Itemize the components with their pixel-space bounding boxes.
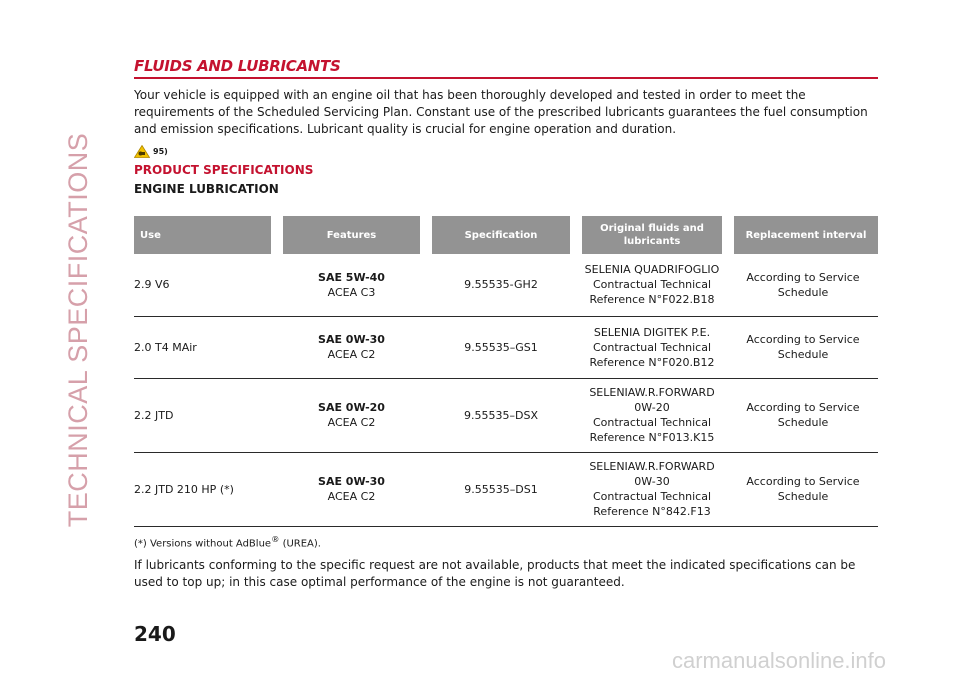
- intro-paragraph: Your vehicle is equipped with an engine …: [134, 88, 868, 136]
- cell-interval: According to Service Schedule: [728, 316, 878, 379]
- warning-triangle-icon: [134, 144, 150, 158]
- fluid-line: SELENIA DIGITEK P.E.: [593, 325, 711, 339]
- fluid-line: Reference N°F020.B12: [589, 355, 715, 369]
- cell-use: 2.2 JTD: [134, 378, 277, 453]
- viscosity-grade: SAE 0W-30: [318, 333, 385, 346]
- cell-specification: 9.55535-GH2: [426, 254, 576, 317]
- interval-line: Schedule: [777, 285, 829, 299]
- table-row: 2.2 JTD 210 HP (*) SAE 0W-30 ACEA C2 9.5…: [134, 452, 878, 527]
- cell-fluid: SELENIAW.R.FORWARD 0W-20 Contractual Tec…: [576, 378, 728, 453]
- main-content: FLUIDS AND LUBRICANTS Your vehicle is eq…: [134, 56, 878, 591]
- fluid-line: Reference N°F013.K15: [589, 431, 715, 444]
- table-header-row: Use Features Specification Original flui…: [134, 216, 878, 254]
- cell-specification: 9.55535–DS1: [426, 452, 576, 527]
- lubricant-table: Use Features Specification Original flui…: [134, 216, 878, 527]
- interval-line: Schedule: [777, 416, 829, 429]
- cell-features: SAE 0W-30 ACEA C2: [277, 452, 426, 527]
- viscosity-grade: SAE 0W-20: [318, 401, 385, 414]
- availability-note: If lubricants conforming to the specific…: [134, 557, 856, 589]
- engine-lubrication-heading: ENGINE LUBRICATION: [134, 182, 279, 196]
- interval-line: Schedule: [777, 490, 829, 503]
- interval-line: According to Service: [746, 475, 860, 488]
- table-row: 2.2 JTD SAE 0W-20 ACEA C2 9.55535–DSX SE…: [134, 378, 878, 453]
- acea-class: ACEA C2: [327, 490, 376, 503]
- cell-fluid: SELENIA DIGITEK P.E. Contractual Technic…: [576, 316, 728, 379]
- header-original-fluids: Original fluids and lubricants: [570, 216, 728, 254]
- interval-line: According to Service: [746, 333, 860, 346]
- cell-fluid: SELENIAW.R.FORWARD 0W-30 Contractual Tec…: [576, 452, 728, 527]
- fluid-line: Reference N°842.F13: [593, 505, 711, 518]
- acea-class: ACEA C2: [327, 416, 376, 429]
- cell-interval: According to Service Schedule: [728, 452, 878, 527]
- fluid-line: Contractual Technical: [592, 490, 712, 503]
- header-replacement-interval: Replacement interval: [722, 216, 878, 254]
- cell-fluid: SELENIA QUADRIFOGLIO Contractual Technic…: [576, 254, 728, 317]
- cell-use: 2.0 T4 MAir: [134, 316, 277, 379]
- footnote-text: (*) Versions without AdBlue: [134, 537, 272, 549]
- interval-line: According to Service: [746, 401, 860, 414]
- footnote-text-end: (UREA).: [279, 537, 321, 549]
- cell-features: SAE 5W-40 ACEA C3: [277, 254, 426, 317]
- cell-use: 2.9 V6: [134, 254, 277, 317]
- watermark: carmanualsonline.info: [672, 648, 887, 673]
- cell-specification: 9.55535–GS1: [426, 316, 576, 379]
- registered-mark: ®: [271, 533, 280, 544]
- fluid-line: SELENIAW.R.FORWARD: [589, 460, 715, 473]
- fluid-line: Reference N°F022.B18: [589, 293, 715, 307]
- header-features: Features: [271, 216, 426, 254]
- cell-specification: 9.55535–DSX: [426, 378, 576, 453]
- header-use: Use: [134, 216, 277, 254]
- table-footnote: (*) Versions without AdBlue® (UREA).: [134, 532, 878, 551]
- cell-features: SAE 0W-30 ACEA C2: [277, 316, 426, 379]
- fluid-line: SELENIAW.R.FORWARD: [589, 386, 715, 399]
- table-row: 2.9 V6 SAE 5W-40 ACEA C3 9.55535-GH2 SEL…: [134, 254, 878, 317]
- fluid-line: Contractual Technical: [592, 340, 712, 354]
- cell-features: SAE 0W-20 ACEA C2: [277, 378, 426, 453]
- fluid-line: Contractual Technical: [592, 416, 712, 429]
- header-specification: Specification: [420, 216, 576, 254]
- cell-interval: According to Service Schedule: [728, 378, 878, 453]
- warning-reference: 95): [134, 144, 878, 158]
- fluid-line: SELENIA QUADRIFOGLIO: [584, 263, 720, 277]
- fluid-line: 0W-20: [634, 401, 670, 414]
- fluid-line: 0W-30: [634, 475, 670, 488]
- warning-number: 95): [153, 146, 168, 156]
- viscosity-grade: SAE 5W-40: [318, 270, 385, 284]
- acea-class: ACEA C3: [327, 285, 376, 299]
- cell-interval: According to Service Schedule: [728, 254, 878, 317]
- product-specs-heading: PRODUCT SPECIFICATIONS: [134, 163, 314, 177]
- viscosity-grade: SAE 0W-30: [318, 475, 385, 488]
- title-rule: [134, 77, 878, 79]
- section-title: FLUIDS AND LUBRICANTS: [134, 57, 341, 75]
- interval-line: Schedule: [777, 348, 829, 361]
- side-section-label: TECHNICAL SPECIFICATIONS: [63, 132, 93, 528]
- table-row: 2.0 T4 MAir SAE 0W-30 ACEA C2 9.55535–GS…: [134, 316, 878, 379]
- page-number: 240: [134, 622, 176, 646]
- cell-use: 2.2 JTD 210 HP (*): [134, 452, 277, 527]
- acea-class: ACEA C2: [327, 348, 376, 361]
- interval-line: According to Service: [746, 270, 860, 284]
- fluid-line: Contractual Technical: [592, 278, 712, 292]
